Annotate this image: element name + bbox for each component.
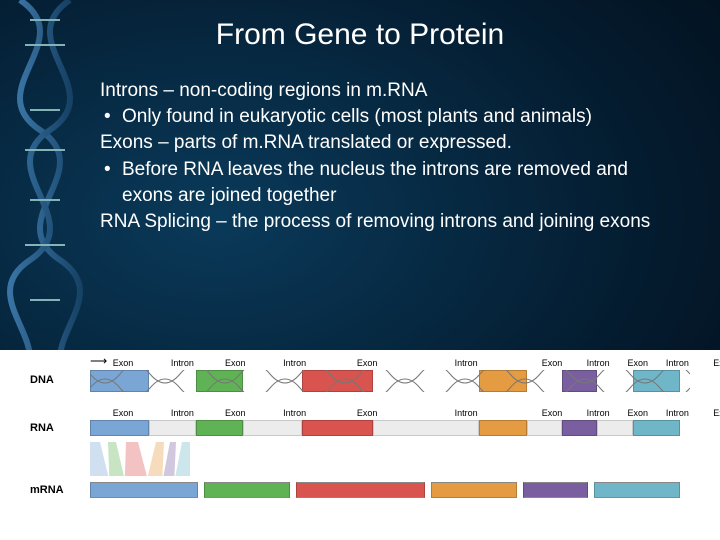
intron-segment <box>527 420 562 436</box>
intron-segment <box>597 420 632 436</box>
exon-segment <box>196 420 243 436</box>
mrna-exon-segment <box>204 482 290 498</box>
segment-label: Intron <box>578 358 618 368</box>
splicing-line: RNA Splicing – the process of removing i… <box>100 209 680 235</box>
segment-label: Exon <box>526 408 579 418</box>
exon-segment <box>479 370 526 392</box>
exon-segment <box>196 370 243 392</box>
exons-bullet: Before RNA leaves the nucleus the intron… <box>100 157 680 209</box>
mrna-strand <box>90 482 680 498</box>
segment-label: Exon <box>328 408 407 418</box>
slide-body: Introns – non-coding regions in m.RNA On… <box>100 78 680 235</box>
introns-line: Introns – non-coding regions in m.RNA <box>100 78 680 104</box>
mrna-exon-segment <box>431 482 517 498</box>
segment-label: Exon <box>526 358 579 368</box>
splice-ray <box>108 442 124 476</box>
segment-label: Exon <box>90 408 156 418</box>
mrna-exon-segment <box>594 482 680 498</box>
splicing-term: RNA Splicing <box>100 211 211 232</box>
dna-segment-labels: ExonIntronExonIntronExonIntronExonIntron… <box>90 358 720 368</box>
splice-ray <box>125 442 147 476</box>
segment-label: Exon <box>618 408 658 418</box>
exon-segment <box>479 420 526 436</box>
rna-row-label: RNA <box>30 422 54 434</box>
rna-segment-labels: ExonIntronExonIntronExonIntronExonIntron… <box>90 408 720 418</box>
splice-ray <box>175 442 190 476</box>
segment-label: Intron <box>658 358 698 368</box>
intron-segment <box>149 420 196 436</box>
segment-label: Intron <box>156 358 209 368</box>
introns-term: Introns <box>100 80 158 101</box>
exons-term: Exons <box>100 132 153 153</box>
segment-label: Exon <box>697 358 720 368</box>
intron-segment <box>243 420 302 436</box>
intron-segment <box>243 370 302 392</box>
mrna-exon-segment <box>296 482 425 498</box>
segment-label: Exon <box>328 358 407 368</box>
rna-strand <box>90 420 680 436</box>
mrna-row-label: mRNA <box>30 484 64 496</box>
segment-label: Intron <box>407 408 526 418</box>
mrna-exon-segment <box>523 482 588 498</box>
dna-row-label: DNA <box>30 374 54 386</box>
introns-bullet: Only found in eukaryotic cells (most pla… <box>100 104 680 130</box>
segment-label: Intron <box>156 408 209 418</box>
dna-strand <box>90 370 680 392</box>
slide-title: From Gene to Protein <box>0 18 720 52</box>
introns-def: – non-coding regions in m.RNA <box>158 80 427 101</box>
splice-ray <box>163 442 176 476</box>
exons-line: Exons – parts of m.RNA translated or exp… <box>100 130 680 156</box>
segment-label: Intron <box>262 358 328 368</box>
segment-label: Intron <box>658 408 698 418</box>
segment-label: Exon <box>90 358 156 368</box>
segment-label: Intron <box>407 358 526 368</box>
exon-segment <box>302 370 373 392</box>
segment-label: Exon <box>697 408 720 418</box>
intron-segment <box>373 370 479 392</box>
mrna-exon-segment <box>90 482 198 498</box>
intron-segment <box>527 370 562 392</box>
segment-label: Exon <box>209 358 262 368</box>
slide: From Gene to Protein Introns – non-codin… <box>0 0 720 540</box>
intron-segment <box>373 420 479 436</box>
segment-label: Exon <box>209 408 262 418</box>
segment-label: Exon <box>618 358 658 368</box>
exons-def: – parts of m.RNA translated or expressed… <box>153 132 512 153</box>
exon-segment <box>562 370 597 392</box>
exon-segment <box>90 370 149 392</box>
splicing-diagram: ⟶ DNA RNA mRNA ExonIntronExonIntronExonI… <box>0 350 720 540</box>
exon-segment <box>633 370 680 392</box>
splice-ray <box>90 442 108 476</box>
exon-segment <box>633 420 680 436</box>
splice-rays <box>90 442 190 476</box>
intron-segment <box>149 370 196 392</box>
splice-ray <box>148 442 164 476</box>
splicing-def: – the process of removing introns and jo… <box>211 211 650 232</box>
segment-label: Intron <box>262 408 328 418</box>
intron-segment <box>597 370 632 392</box>
exon-segment <box>302 420 373 436</box>
exon-segment <box>90 420 149 436</box>
exon-segment <box>562 420 597 436</box>
segment-label: Intron <box>578 408 618 418</box>
